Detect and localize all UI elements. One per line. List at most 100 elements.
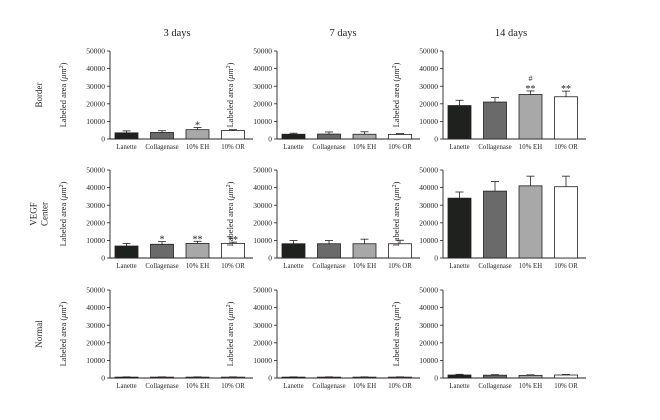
category-label: Lanette [449,383,469,390]
category-label: 10% OR [221,144,245,151]
bar [352,133,377,140]
panels: Labeled area (μm2)0100002000030000400005… [58,47,586,390]
significance-label: ** [228,235,238,246]
category-label: 10% OR [388,144,412,151]
bar-panel: Labeled area (μm2)0100002000030000400005… [225,166,420,270]
y-tick-label: 10000 [86,117,105,126]
column-title: 3 days [163,28,190,39]
y-tick-label: 10000 [86,356,105,365]
y-tick-label: 30000 [253,201,272,210]
category-label: 10% EH [519,144,542,151]
row-title: Border [34,83,44,108]
y-tick-label: 30000 [419,82,438,91]
y-axis-label: Labeled area (μm2) [391,62,401,127]
y-axis-label-text: Labeled area ( [391,198,401,247]
category-label: Lanette [283,263,303,270]
y-axis-label-text: Labeled area ( [58,318,68,367]
y-axis-label-close: ) [225,62,235,65]
y-tick-label: 30000 [86,201,105,210]
y-axis-label: Labeled area (μm2) [391,181,401,246]
y-axis-label-unit: μm [225,187,235,198]
bar [483,101,507,140]
y-tick-label: 20000 [419,338,438,347]
category-label: Collagenase [478,263,511,270]
significance-label: * [160,235,165,246]
y-tick-label: 0 [268,135,272,144]
category-label: 10% EH [186,144,209,151]
y-tick-label: 30000 [419,321,438,330]
y-tick-label: 40000 [419,183,438,192]
category-label: 10% OR [221,383,245,390]
y-axis-label-close: ) [225,181,235,184]
y-axis-label: Labeled area (μm2) [225,301,235,366]
y-axis-label-exp: 2 [59,184,65,187]
y-tick-label: 50000 [86,286,105,295]
bar [114,245,139,259]
y-tick-label: 40000 [253,64,272,73]
y-tick-label: 0 [434,254,438,263]
category-label: Collagenase [312,144,345,151]
y-tick-label: 40000 [86,64,105,73]
y-tick-label: 10000 [419,236,438,245]
bar [447,197,472,259]
y-axis-label-exp: 2 [59,65,65,68]
category-label: 10% EH [519,383,542,390]
y-axis-label-exp: 2 [392,184,398,187]
y-tick-label: 20000 [253,218,272,227]
y-axis-label-unit: μm [391,307,401,318]
category-label: Collagenase [145,144,178,151]
y-tick-label: 30000 [86,82,105,91]
y-axis-label-text: Labeled area ( [225,318,235,367]
y-tick-label: 50000 [253,166,272,175]
y-axis-label-unit: μm [225,68,235,79]
bar [185,242,210,259]
column-title: 7 days [329,28,356,39]
bar [447,105,472,140]
bar [352,243,377,259]
y-tick-label: 10000 [419,117,438,126]
y-axis-label-close: ) [58,62,68,65]
bar [317,133,341,140]
bar-panel: Labeled area (μm2)0100002000030000400005… [391,166,586,270]
y-tick-label: 20000 [419,99,438,108]
row-title-line: Center [40,202,50,226]
bar [518,185,543,259]
row-title-line: Normal [34,320,44,348]
category-label: Lanette [116,144,136,151]
y-tick-label: 40000 [419,303,438,312]
category-label: 10% OR [388,383,412,390]
category-label: Collagenase [478,383,511,390]
bar [150,132,174,140]
y-axis-label-exp: 2 [226,184,232,187]
y-tick-label: 30000 [253,82,272,91]
category-label: 10% OR [388,263,412,270]
y-axis-label-exp: 2 [392,65,398,68]
row-title-line: Border [34,83,44,108]
y-axis-label: Labeled area (μm2) [58,181,68,246]
y-tick-label: 20000 [253,338,272,347]
y-tick-label: 20000 [253,99,272,108]
category-label: 10% EH [353,263,376,270]
y-axis-label-close: ) [58,181,68,184]
category-label: 10% EH [519,263,542,270]
bar-panel: Labeled area (μm2)0100002000030000400005… [58,47,253,151]
y-axis-label: Labeled area (μm2) [225,181,235,246]
y-tick-label: 50000 [253,286,272,295]
category-label: 10% EH [186,263,209,270]
category-label: Lanette [283,383,303,390]
y-tick-label: 0 [268,254,272,263]
y-axis-label: Labeled area (μm2) [58,62,68,127]
bar [221,130,245,140]
y-tick-label: 50000 [253,47,272,56]
row-titles: Border VEGFCenter Normal [29,83,50,348]
y-axis-label-text: Labeled area ( [391,318,401,367]
bar-panel: Labeled area (μm2)0100002000030000400005… [58,286,253,390]
bar [388,134,412,140]
category-label: 10% OR [221,263,245,270]
y-tick-label: 10000 [419,356,438,365]
y-axis-label: Labeled area (μm2) [391,301,401,366]
y-axis-label-exp: 2 [392,304,398,307]
y-axis-label-exp: 2 [226,65,232,68]
bar [483,374,507,379]
y-tick-label: 20000 [86,99,105,108]
